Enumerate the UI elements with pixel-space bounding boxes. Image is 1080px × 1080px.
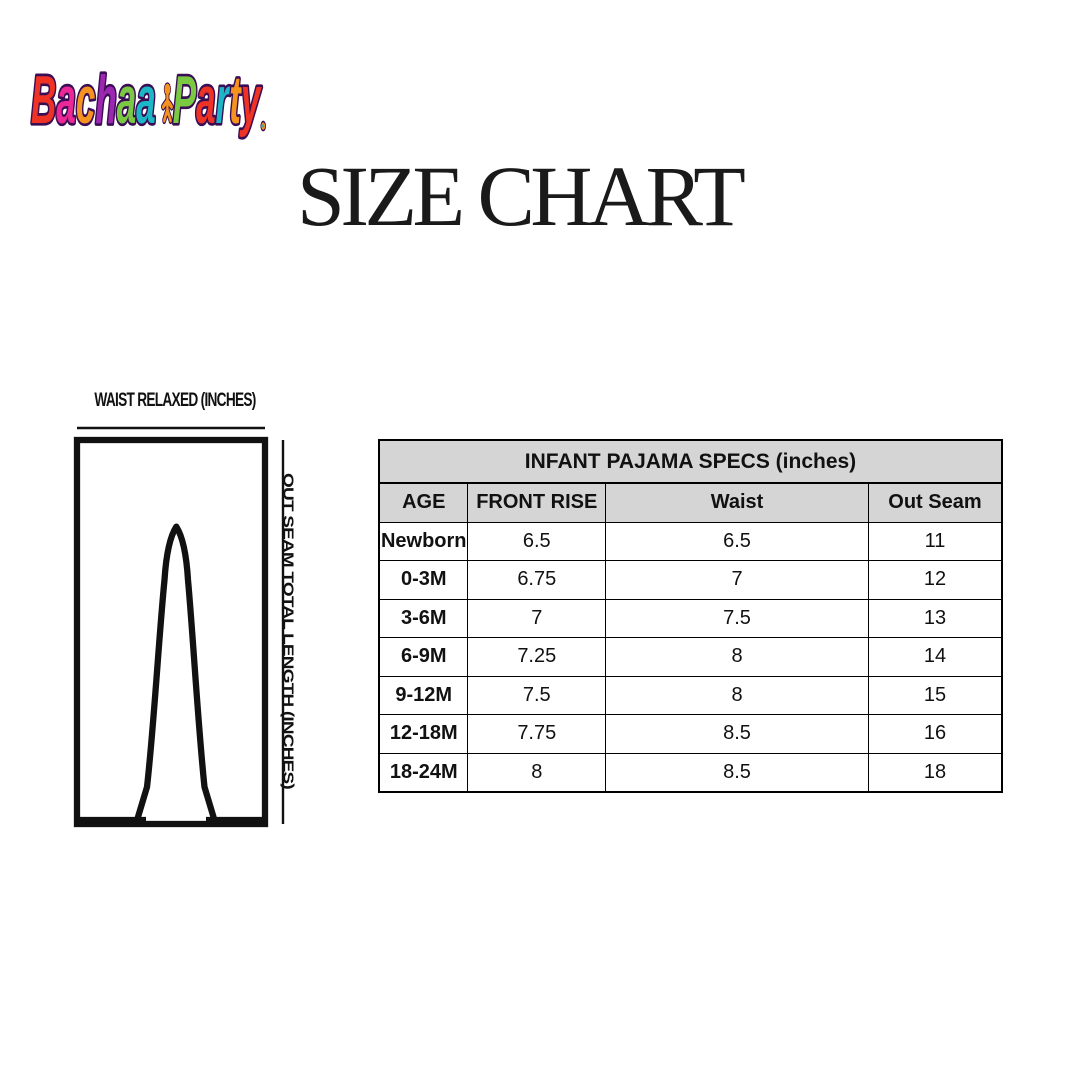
svg-text:Bachaa: Bachaa: [31, 63, 156, 138]
svg-text:Party: Party: [173, 63, 263, 138]
